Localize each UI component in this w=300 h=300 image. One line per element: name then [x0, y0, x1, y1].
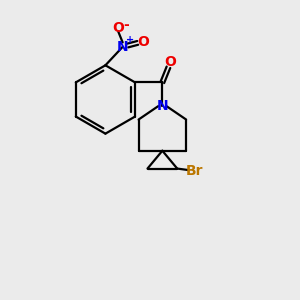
Text: N: N [117, 40, 128, 54]
Text: O: O [137, 34, 149, 49]
Text: O: O [164, 55, 176, 69]
Text: -: - [124, 18, 129, 32]
Text: N: N [157, 99, 168, 113]
Text: Br: Br [186, 164, 203, 178]
Text: +: + [126, 35, 134, 45]
Text: O: O [112, 21, 124, 35]
